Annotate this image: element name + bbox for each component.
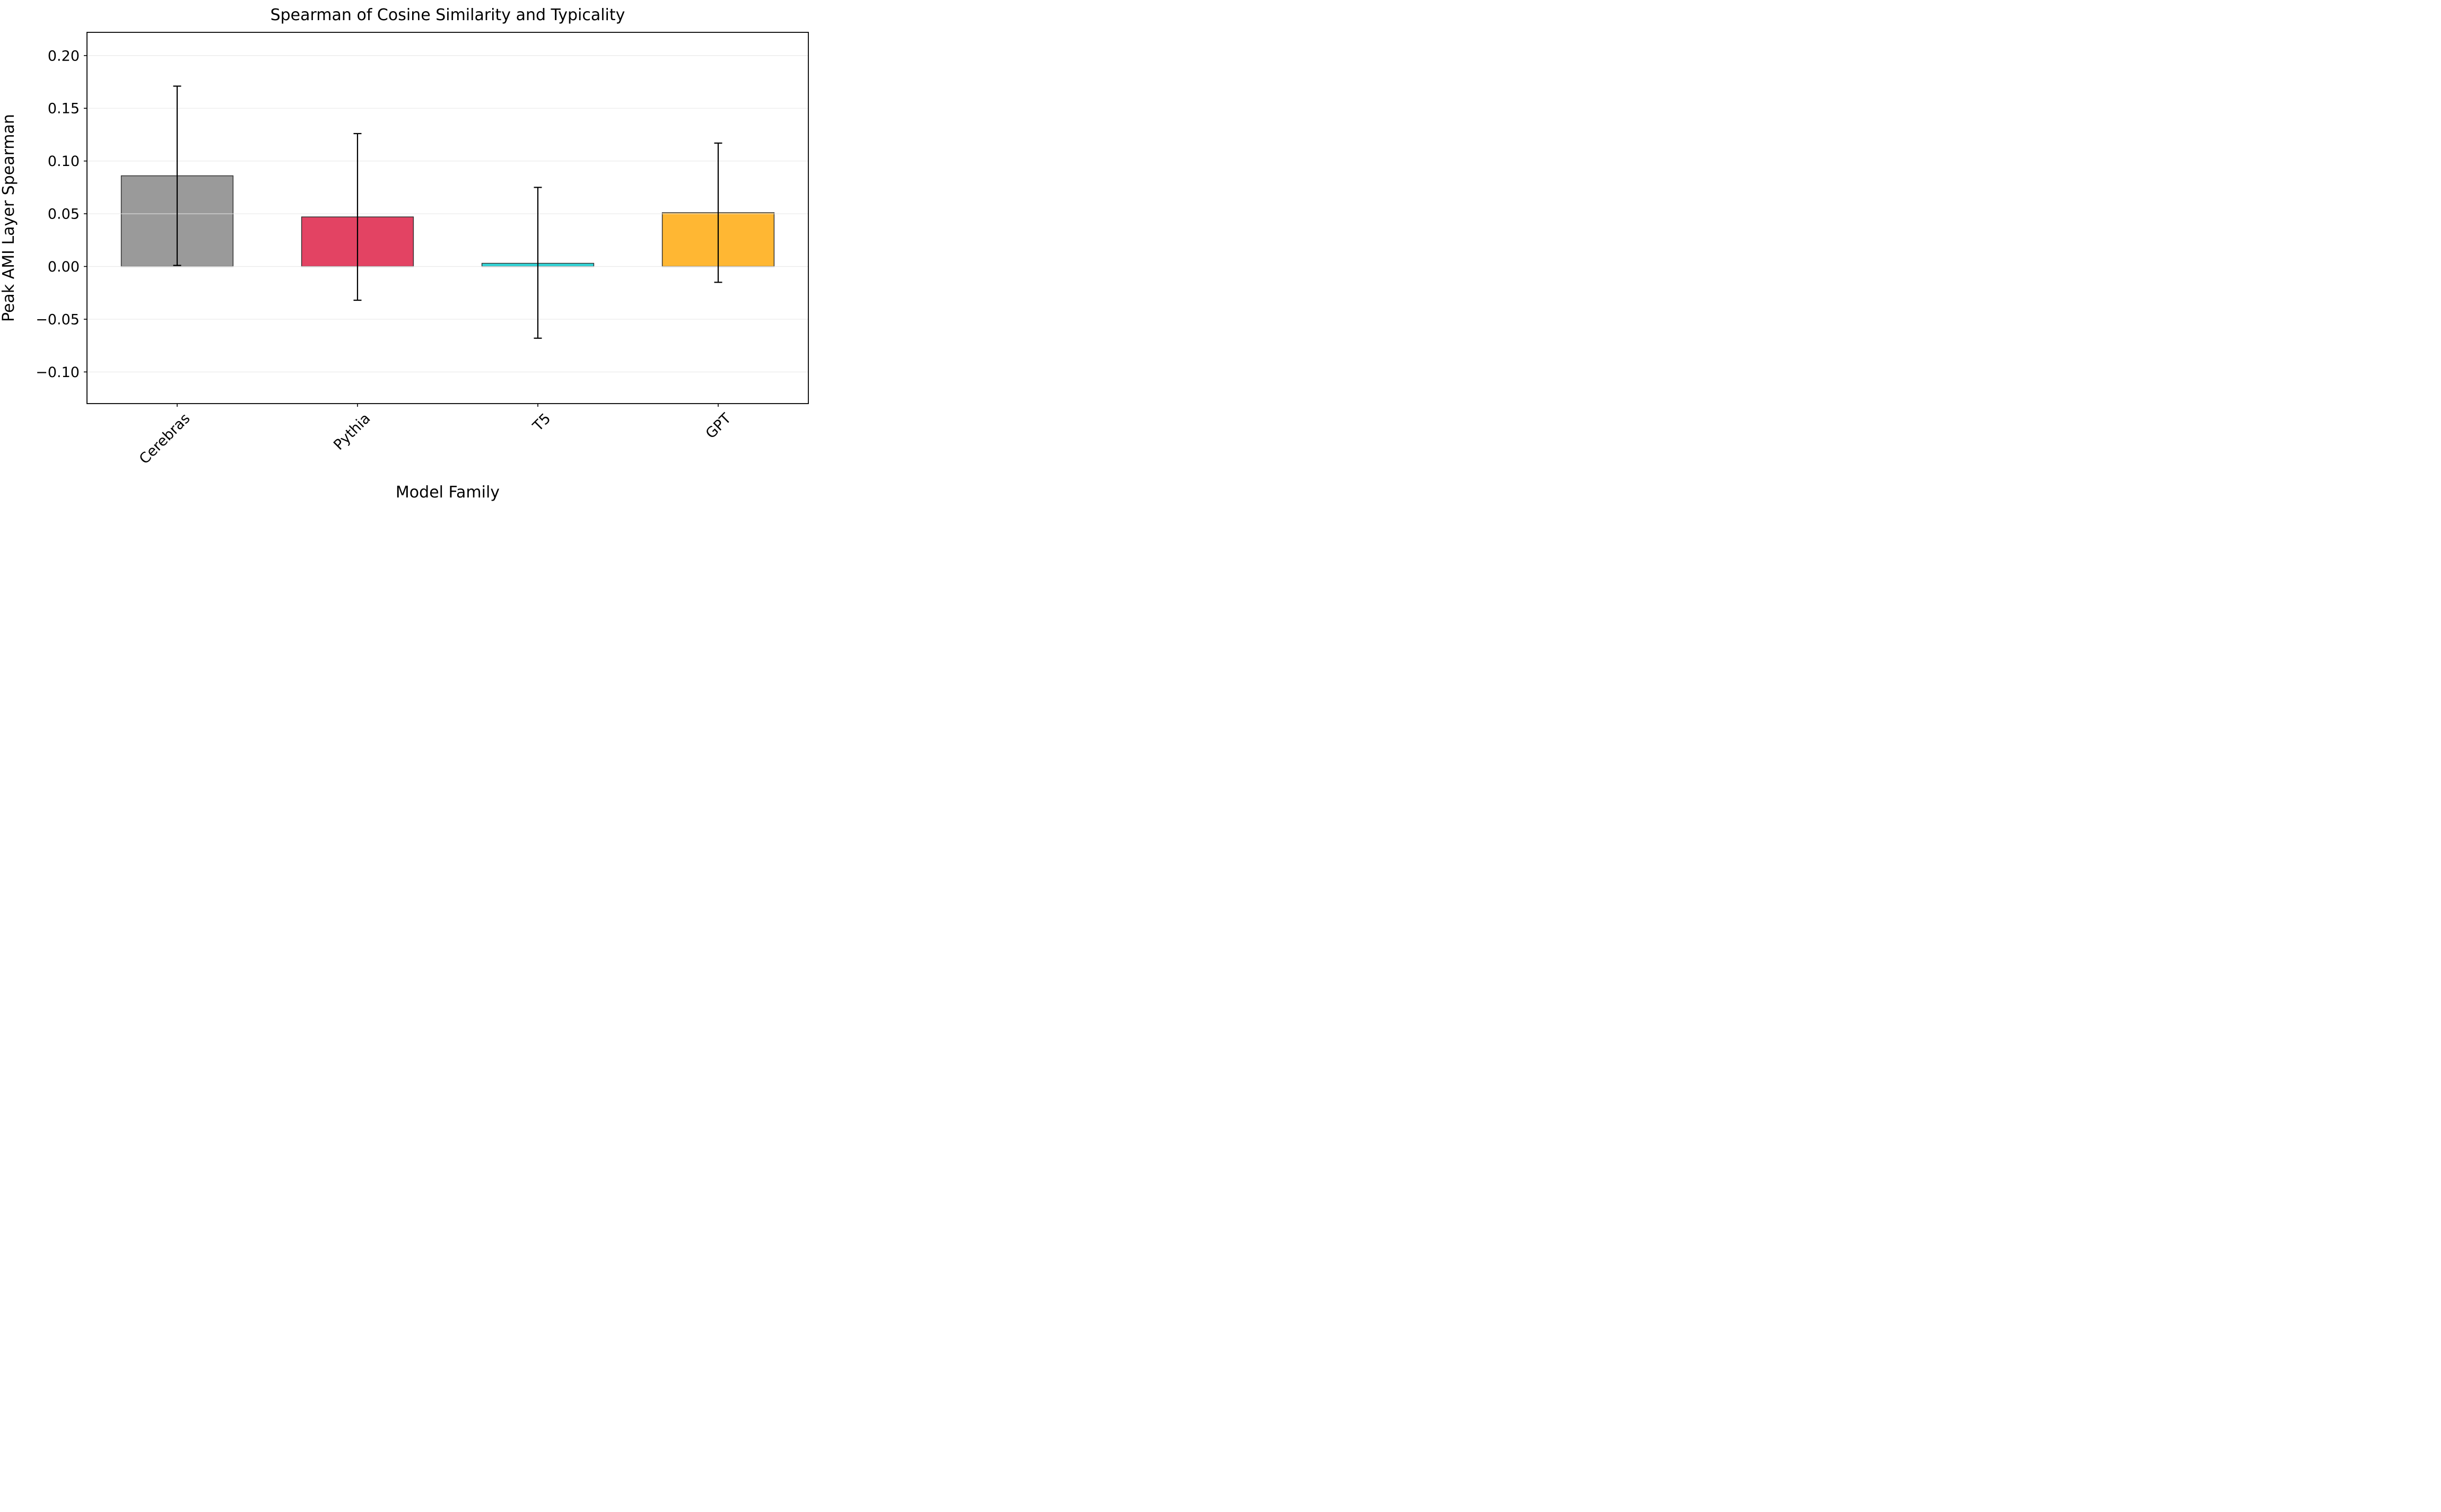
x-tick-label-t5: T5 [529, 410, 554, 435]
gridlines [87, 55, 808, 372]
error-bar-t5 [534, 187, 542, 339]
chart-title: Spearman of Cosine Similarity and Typica… [271, 6, 625, 24]
y-axis-label: Peak AMI Layer Spearman [0, 114, 18, 322]
error-bar-cerebras [173, 85, 181, 266]
x-axis-label: Model Family [396, 483, 500, 502]
error-bar-pythia [353, 133, 362, 301]
y-tick-label: 0.10 [48, 153, 80, 170]
y-tick-label: 0.20 [48, 48, 80, 64]
x-tick-label-pythia: Pythia [330, 410, 373, 453]
y-tick-label: −0.10 [36, 364, 80, 381]
x-tick-label-cerebras: Cerebras [136, 410, 194, 468]
plot-frame [86, 32, 809, 404]
axes [84, 32, 809, 407]
error-bar-gpt [714, 142, 722, 283]
x-tick-label-gpt: GPT [703, 410, 735, 442]
bar-chart-figure: 0.20 0.15 0.10 0.05 0.00 −0.05 −0.10 Cerebras Py… [0, 0, 814, 504]
y-tick-label: 0.15 [48, 101, 80, 117]
y-tick-label: 0.00 [48, 259, 80, 275]
chart-canvas: 0.20 0.15 0.10 0.05 0.00 −0.05 −0.10 Cerebras Py… [0, 6, 809, 502]
error-bars [173, 85, 722, 339]
y-tick-label: 0.05 [48, 206, 80, 223]
y-tick-label: −0.05 [36, 311, 80, 328]
